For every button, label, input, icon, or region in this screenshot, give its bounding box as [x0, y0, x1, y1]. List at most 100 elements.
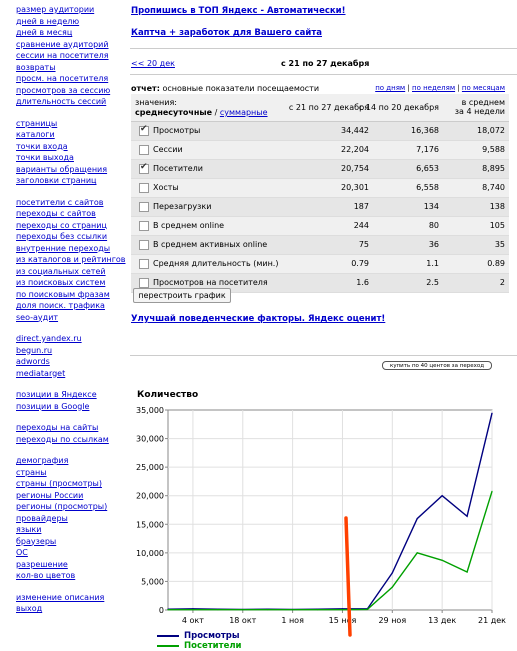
sidebar-link[interactable]: браузеры [16, 536, 57, 546]
series-point-1 [316, 609, 319, 611]
metric-current: 1.6 [356, 278, 369, 287]
table-row: Сессии 22,204 7,176 9,588 [131, 141, 509, 160]
sidebar-link[interactable]: из каталогов и рейтингов [16, 255, 126, 264]
sidebar-link[interactable]: длительность сессий [16, 97, 107, 106]
table-row: Средняя длительность (мин.) 0.79 1.1 0.89 [131, 255, 509, 274]
metric-checkbox[interactable] [139, 183, 149, 193]
sidebar-link[interactable]: каталоги [16, 130, 55, 139]
series-point-0 [441, 495, 443, 497]
period-months-link[interactable]: по месяцам [461, 84, 505, 92]
sidebar-link[interactable]: страны (просмотры) [16, 479, 102, 488]
sidebar-link[interactable]: из социальных сетей [16, 266, 106, 276]
sidebar-link[interactable]: точки выхода [16, 153, 74, 162]
series-point-1 [292, 609, 294, 611]
period-days-link[interactable]: по дням [375, 84, 406, 92]
sidebar-link[interactable]: выход [16, 604, 43, 613]
annotation-marker [344, 516, 352, 637]
date-range: с 21 по 27 декабря [281, 59, 370, 68]
prev-week-link[interactable]: << 20 дек [131, 59, 175, 68]
sidebar-link[interactable]: изменение описания [16, 592, 105, 602]
sidebar-link[interactable]: по поисковым фразам [16, 289, 110, 299]
table-row: В среднем online 244 80 105 [131, 217, 509, 236]
x-tick-label: 29 ноя [378, 616, 406, 625]
sidebar-link[interactable]: возвраты [16, 62, 56, 72]
col-header-current: с 21 по 27 декабря [288, 103, 369, 112]
legend-swatch-views [157, 635, 179, 637]
sidebar-link[interactable]: просмотров за сессию [16, 85, 111, 95]
sidebar-link[interactable]: просм. на посетителя [16, 74, 109, 83]
sidebar-group: посетители с сайтов переходы с сайтов пере… [16, 197, 126, 324]
metric-checkbox[interactable] [139, 145, 149, 155]
promo-top-link[interactable]: Пропишись в ТОП Яндекс - Автоматически! [131, 6, 346, 16]
metric-checkbox[interactable]: ✔ [139, 124, 149, 136]
buy-traffic-button[interactable]: купить по 40 центов за переход [382, 361, 492, 370]
sidebar-link[interactable]: сессии на посетителя [16, 51, 109, 60]
y-tick-label: 10,000 [136, 549, 164, 558]
rebuild-chart-button[interactable]: перестроить график [133, 288, 231, 303]
sidebar-link[interactable]: позиции в Яндексе [16, 390, 97, 399]
metric-checkbox[interactable] [139, 240, 149, 250]
sidebar-link[interactable]: дней в неделю [16, 16, 80, 26]
metric-checkbox[interactable] [139, 221, 149, 231]
sidebar-link[interactable]: переходы со страниц [16, 220, 107, 230]
mode-total-link[interactable]: суммарные [219, 108, 268, 117]
sidebar-link[interactable]: adwords [16, 357, 50, 366]
promo-behavior-link[interactable]: Улучшай поведенческие факторы. Яндекс оц… [131, 314, 386, 324]
col-header-average: в среднем за 4 недели [455, 98, 505, 116]
sidebar-link[interactable]: доля поиск. трафика [16, 301, 105, 310]
mode-separator: / [212, 108, 220, 117]
sidebar-group: размер аудитории дней в неделю дней в меся… [16, 4, 126, 108]
divider [130, 48, 517, 49]
sidebar-link[interactable]: регионы (просмотры) [16, 502, 108, 511]
sidebar-link[interactable]: демография [16, 456, 69, 465]
sidebar-link[interactable]: begun.ru [16, 345, 53, 355]
metric-current: 75 [358, 240, 369, 249]
sidebar-link[interactable]: языки [16, 525, 42, 534]
sidebar-link[interactable]: посетители с сайтов [16, 197, 104, 207]
sidebar-link[interactable]: кол-во цветов [16, 571, 76, 580]
sidebar-link[interactable]: переходы на сайты [16, 423, 99, 432]
metric-checkbox[interactable] [139, 259, 149, 269]
sidebar-link[interactable]: провайдеры [16, 513, 68, 523]
metric-average: 9,588 [482, 145, 505, 154]
sidebar-link[interactable]: варианты обращения [16, 164, 108, 174]
mode-daily[interactable]: среднесуточные [135, 108, 213, 117]
metric-checkbox[interactable] [139, 202, 149, 212]
sidebar-link[interactable]: позиции в Google [16, 401, 90, 411]
promo-captcha-link[interactable]: Каптча + заработок для Вашего сайта [131, 28, 323, 38]
sidebar-link[interactable]: разрешение [16, 559, 68, 569]
sidebar-link[interactable]: регионы России [16, 490, 84, 500]
legend-item-views: Просмотры [157, 631, 242, 641]
sidebar-link[interactable]: заголовки страниц [16, 176, 97, 185]
sidebar-link[interactable]: переходы без ссылки [16, 232, 108, 241]
sidebar-link[interactable]: переходы по ссылкам [16, 434, 109, 444]
sidebar-link[interactable]: ОС [16, 548, 28, 557]
series-point-1 [267, 609, 269, 611]
sidebar-link[interactable]: переходы с сайтов [16, 209, 96, 218]
series-point-1 [242, 609, 244, 611]
sidebar-link[interactable]: mediatarget [16, 368, 66, 378]
sidebar-link[interactable]: страницы [16, 118, 58, 128]
sidebar-link[interactable]: из поисковых систем [16, 278, 106, 287]
check-icon: ✔ [140, 162, 148, 172]
period-weeks-link[interactable]: по неделям [412, 84, 456, 92]
sidebar-link[interactable]: сравнение аудиторий [16, 39, 109, 49]
sidebar-link[interactable]: точки входа [16, 141, 68, 151]
metric-checkbox[interactable]: ✔ [139, 162, 149, 174]
sidebar-link[interactable]: direct.yandex.ru [16, 334, 82, 343]
metric-checkbox[interactable] [139, 278, 149, 288]
sidebar-link[interactable]: страны [16, 467, 47, 477]
metric-label: Перезагрузки [153, 202, 212, 211]
metric-label: В среднем активных online [153, 240, 268, 249]
sidebar-link[interactable]: размер аудитории [16, 5, 95, 14]
metric-current: 20,301 [341, 183, 369, 192]
sidebar-link[interactable]: внутренние переходы [16, 243, 111, 253]
metric-previous: 2.5 [426, 278, 439, 287]
series-point-1 [341, 609, 344, 611]
legend-swatch-visitors [157, 645, 179, 647]
sidebar-link[interactable]: seo-аудит [16, 312, 59, 322]
metric-previous: 6,558 [416, 183, 439, 192]
series-point-1 [491, 490, 493, 493]
series-point-0 [416, 517, 418, 520]
sidebar-link[interactable]: дней в месяц [16, 28, 73, 37]
